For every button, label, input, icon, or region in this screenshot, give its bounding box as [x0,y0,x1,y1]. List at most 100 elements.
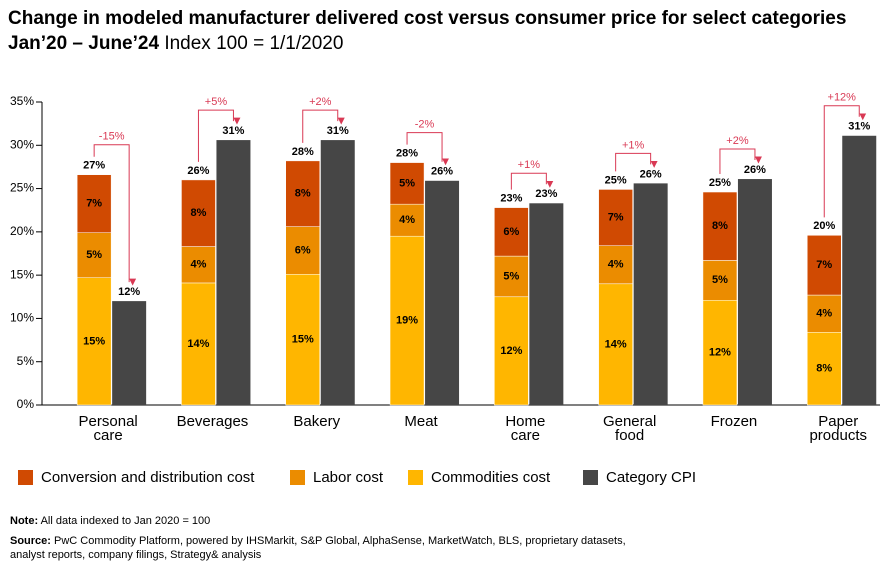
legend-swatch [583,470,598,485]
x-tick-label: Frozen [711,413,758,430]
value-label: 19% [396,314,418,326]
cpi-bar [216,140,251,405]
bar-segment [181,246,216,284]
source: Source: PwC Commodity Platform, powered … [10,534,650,562]
x-tick-label: Bakery [293,413,340,430]
bar-segment [807,332,842,406]
cpi-bar [112,301,147,405]
x-tick-label: General food [603,413,656,444]
bar-segment [181,282,216,406]
source-label: Source: [10,535,51,547]
change-label: -15% [99,131,125,143]
bar-segment [598,189,633,246]
total-label: 28% [396,148,418,160]
change-bracket [406,132,450,166]
value-label: 4% [190,259,206,271]
value-label: 15% [292,334,314,346]
change-bracket [197,109,241,162]
value-label: 4% [399,214,415,226]
y-tick-label: 0% [17,397,35,411]
value-label: 5% [503,270,519,282]
legend-label: Category CPI [606,469,696,486]
change-bracket [302,109,345,143]
y-tick-label: 15% [10,267,34,281]
change-label: +1% [518,159,541,171]
x-tick-label: Personal care [79,413,138,444]
value-label: 5% [712,274,728,286]
bar-segment [598,245,633,285]
y-tick-label: 5% [17,354,35,368]
total-label: 27% [83,160,105,172]
value-label: 5% [399,177,415,189]
value-label: 14% [187,338,209,350]
value-label: 8% [712,220,728,232]
x-tick-label: Beverages [177,413,249,430]
legend-label: Labor cost [313,469,384,486]
bar-segment [494,207,529,257]
value-label: 26% [744,164,766,176]
value-label: 26% [431,166,453,178]
change-bracket [823,105,867,218]
value-label: 31% [222,125,244,137]
value-label: 26% [640,168,662,180]
bar-segment [285,160,320,227]
legend-label: Commodities cost [431,469,551,486]
bar-segment [807,235,842,296]
value-label: 4% [608,259,624,271]
cpi-bar [633,183,668,405]
change-label: +1% [622,139,645,151]
value-label: 23% [535,188,557,200]
chart-title: Change in modeled manufacturer delivered… [8,8,847,54]
value-label: 12% [709,347,731,359]
chart-subtitle: Index 100 = 1/1/2020 [164,33,344,54]
change-label: +2% [726,135,749,147]
value-label: 8% [190,207,206,219]
value-label: 5% [86,249,102,261]
y-tick-label: 25% [10,181,34,195]
value-label: 14% [605,338,627,350]
value-label: 6% [503,226,519,238]
bar-segment [389,203,425,237]
bar-segment [389,235,425,406]
bar-segment [76,277,112,406]
total-label: 28% [292,146,314,158]
cpi-bar [529,203,564,405]
change-bracket [719,148,762,175]
change-label: -2% [415,119,435,131]
y-tick-label: 20% [10,224,34,238]
value-label: 6% [295,244,311,256]
bar-segment [494,296,529,406]
y-tick-label: 30% [10,137,34,151]
total-label: 25% [709,177,731,189]
bar-segment [807,294,842,333]
change-label: +2% [309,96,332,108]
x-tick-label: Meat [404,413,438,430]
legend-swatch [18,470,33,485]
value-label: 31% [848,121,870,133]
bar-segment [702,191,738,261]
change-bracket [615,152,658,172]
value-label: 31% [327,125,349,137]
legend-label: Conversion and distribution cost [41,469,255,486]
y-tick-label: 10% [10,311,34,325]
value-label: 8% [816,363,832,375]
value-label: 4% [816,308,832,320]
y-tick-label: 35% [10,94,34,108]
value-label: 12% [500,345,522,357]
change-label: +12% [828,92,857,104]
bar-segment [598,283,633,406]
value-label: 15% [83,335,105,347]
value-label: 7% [608,211,624,223]
note: Note: All data indexed to Jan 2020 = 100 [10,514,650,528]
change-bracket [510,172,554,190]
note-label: Note: [10,515,39,527]
total-label: 25% [605,174,627,186]
cpi-bar [320,140,355,405]
note-text: All data indexed to Jan 2020 = 100 [40,515,211,527]
title-block: Change in modeled manufacturer delivered… [8,6,868,56]
x-tick-label: Paper products [809,413,867,444]
legend-swatch [290,470,305,485]
bar-segment [76,174,112,233]
total-label: 23% [500,193,522,205]
